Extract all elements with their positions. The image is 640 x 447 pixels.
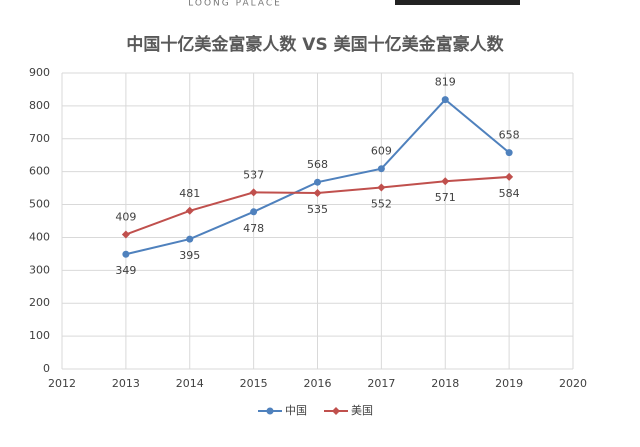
data-label: 584 — [499, 187, 520, 200]
y-tick-label: 900 — [29, 66, 50, 79]
data-label: 537 — [243, 168, 264, 181]
brand: LOONG PALACE — [188, 0, 282, 9]
data-label: 571 — [435, 191, 456, 204]
marker — [249, 188, 258, 197]
x-tick-label: 2012 — [48, 377, 76, 390]
chart-title: 中国十亿美金富豪人数 VS 美国十亿美金富豪人数 — [126, 34, 504, 55]
logo-strip — [395, 0, 520, 5]
data-label: 409 — [115, 210, 136, 223]
x-tick-label: 2018 — [431, 377, 459, 390]
x-tick-label: 2014 — [176, 377, 204, 390]
x-tick-label: 2015 — [240, 377, 268, 390]
data-label: 819 — [435, 76, 456, 89]
data-label: 481 — [179, 187, 200, 200]
data-label: 349 — [115, 264, 136, 277]
y-tick-label: 600 — [29, 165, 50, 178]
legend-marker — [266, 407, 274, 415]
x-tick-label: 2020 — [559, 377, 587, 390]
marker — [441, 177, 450, 186]
legend-label: 中国 — [285, 404, 307, 417]
data-label: 395 — [179, 249, 200, 262]
legend-marker — [332, 407, 340, 415]
marker — [186, 235, 194, 243]
data-label: 535 — [307, 203, 328, 216]
marker — [122, 250, 130, 258]
y-tick-label: 0 — [43, 362, 50, 375]
marker — [313, 189, 322, 198]
marker — [377, 183, 386, 192]
marker — [185, 206, 194, 215]
marker — [121, 230, 130, 239]
marker — [441, 96, 449, 104]
data-label: 552 — [371, 197, 392, 210]
marker — [505, 149, 513, 157]
data-label: 609 — [371, 145, 392, 158]
marker — [377, 165, 385, 173]
marker — [250, 208, 258, 216]
x-tick-label: 2019 — [495, 377, 523, 390]
y-tick-label: 800 — [29, 99, 50, 112]
y-tick-label: 300 — [29, 263, 50, 276]
y-tick-label: 400 — [29, 230, 50, 243]
marker — [314, 178, 321, 186]
y-tick-label: 500 — [29, 198, 50, 211]
data-label: 568 — [307, 158, 328, 171]
y-tick-label: 100 — [29, 329, 50, 342]
y-tick-label: 200 — [29, 296, 50, 309]
y-tick-label: 700 — [29, 132, 50, 145]
x-tick-label: 2016 — [304, 377, 332, 390]
marker — [505, 172, 514, 181]
x-tick-label: 2013 — [112, 377, 140, 390]
x-tick-label: 2017 — [367, 377, 395, 390]
data-label: 658 — [499, 129, 520, 142]
data-label: 478 — [243, 222, 264, 235]
legend-label: 美国 — [351, 404, 373, 417]
